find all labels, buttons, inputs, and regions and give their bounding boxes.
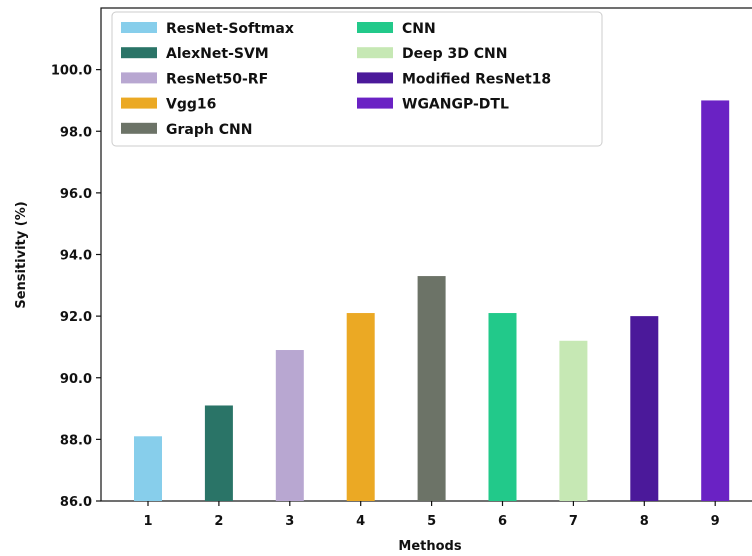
x-tick-label: 5: [427, 514, 436, 529]
y-tick-label: 90.0: [60, 372, 92, 387]
y-tick-label: 98.0: [60, 125, 92, 140]
legend: ResNet-Softmax AlexNet-SVM ResNet50-RF Vgg1…: [111, 11, 603, 147]
x-axis: 1 2 3 4 5 6 7 8 9: [143, 501, 720, 529]
legend-swatch: [121, 72, 157, 84]
y-tick-label: 100.0: [51, 64, 92, 79]
bar-6: [488, 313, 517, 501]
y-tick-label: 86.0: [60, 495, 92, 510]
bar-1: [134, 436, 162, 501]
x-tick-label: 7: [569, 514, 578, 529]
legend-label: AlexNet-SVM: [166, 46, 269, 62]
legend-label: Deep 3D CNN: [402, 46, 507, 62]
legend-swatch: [357, 22, 393, 33]
legend-swatch: [357, 97, 393, 109]
legend-swatch: [357, 72, 393, 84]
legend-label: ResNet50-RF: [166, 71, 268, 87]
x-tick-label: 6: [498, 514, 507, 529]
y-tick-label: 96.0: [60, 187, 92, 202]
x-tick-label: 4: [356, 514, 365, 529]
bar-8: [630, 316, 659, 501]
legend-label: Modified ResNet18: [402, 71, 551, 87]
legend-label: ResNet-Softmax: [166, 21, 294, 37]
bar-4: [346, 313, 375, 501]
legend-swatch: [357, 47, 393, 59]
legend-swatch: [121, 97, 157, 109]
legend-swatch: [121, 122, 157, 134]
y-tick-label: 88.0: [60, 433, 92, 448]
bar-7: [559, 340, 588, 501]
x-tick-label: 2: [214, 514, 223, 529]
y-axis-label: Sensitivity (%): [14, 201, 29, 308]
legend-swatch: [121, 22, 157, 33]
legend-label: Graph CNN: [166, 122, 252, 138]
bar-5: [417, 276, 446, 501]
x-axis-label: Methods: [398, 539, 461, 554]
legend-swatch: [121, 47, 157, 59]
bar-3: [275, 350, 304, 501]
y-tick-label: 94.0: [60, 249, 92, 264]
x-tick-label: 1: [143, 514, 152, 529]
x-tick-label: 9: [711, 514, 720, 529]
bars-group: [134, 100, 730, 501]
legend-label: Vgg16: [166, 97, 216, 113]
legend-label: CNN: [402, 21, 436, 37]
x-tick-label: 3: [285, 514, 294, 529]
legend-label: WGANGP-DTL: [402, 97, 509, 113]
x-tick-label: 8: [640, 514, 649, 529]
y-axis: 86.0 88.0 90.0 92.0 94.0 96.0 98.0 100.0: [51, 64, 101, 510]
bar-9: [701, 100, 730, 501]
y-tick-label: 92.0: [60, 310, 92, 325]
bar-2: [204, 405, 233, 501]
